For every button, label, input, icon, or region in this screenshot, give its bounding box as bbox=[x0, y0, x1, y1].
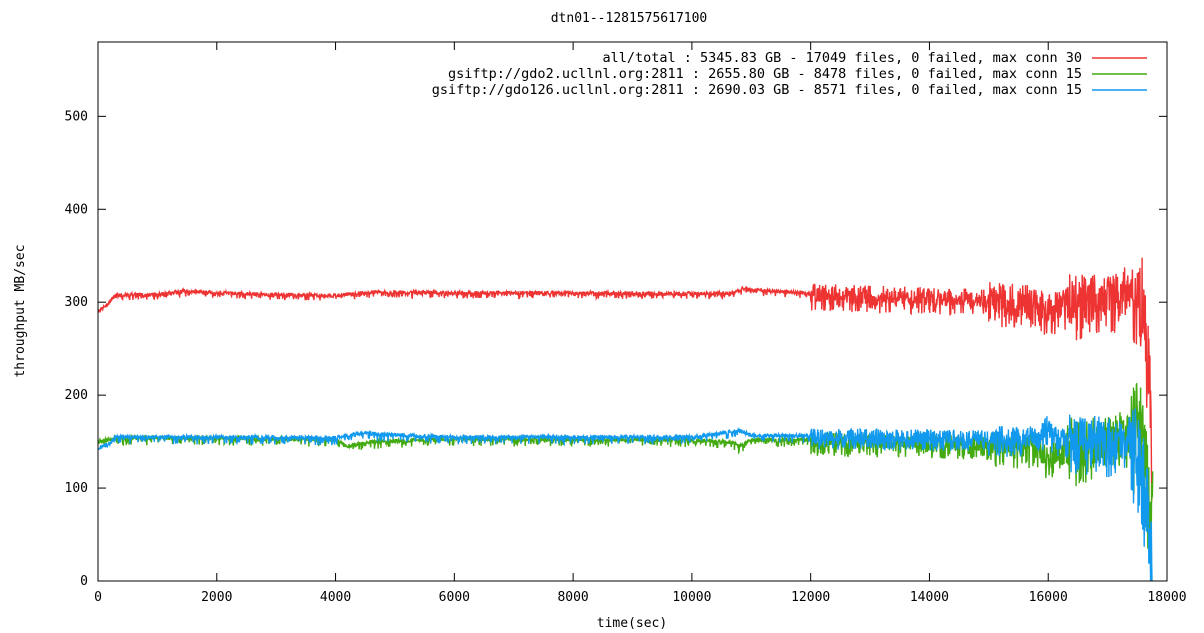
y-tick-label: 400 bbox=[65, 202, 88, 217]
y-tick-label: 0 bbox=[80, 574, 88, 589]
x-tick-label: 2000 bbox=[201, 590, 232, 605]
x-tick-label: 10000 bbox=[672, 590, 711, 605]
y-tick-label: 500 bbox=[65, 109, 88, 124]
x-tick-label: 0 bbox=[94, 590, 102, 605]
y-axis: 0 100 200 300 400 500 bbox=[65, 109, 1167, 589]
x-tick-label: 6000 bbox=[439, 590, 470, 605]
x-tick-label: 16000 bbox=[1029, 590, 1068, 605]
x-tick-label: 18000 bbox=[1147, 590, 1186, 605]
x-tick-label: 8000 bbox=[557, 590, 588, 605]
series-layer bbox=[98, 257, 1154, 581]
y-axis-label: throughput MB/sec bbox=[13, 244, 28, 377]
y-tick-label: 200 bbox=[65, 388, 88, 403]
chart-title: dtn01--1281575617100 bbox=[551, 11, 708, 26]
y-tick-label: 300 bbox=[65, 295, 88, 310]
legend-label-1: gsiftp://gdo2.ucllnl.org:2811 : 2655.80 … bbox=[448, 66, 1082, 82]
x-tick-label: 4000 bbox=[320, 590, 351, 605]
x-axis-label: time(sec) bbox=[597, 616, 667, 631]
legend-label-2: gsiftp://gdo126.ucllnl.org:2811 : 2690.0… bbox=[432, 82, 1082, 98]
series-line-0 bbox=[98, 257, 1153, 502]
x-tick-label: 12000 bbox=[791, 590, 830, 605]
y-tick-label: 100 bbox=[65, 481, 88, 496]
legend-label-0: all/total : 5345.83 GB - 17049 files, 0 … bbox=[602, 50, 1082, 66]
series-line-1 bbox=[98, 383, 1154, 562]
legend: all/total : 5345.83 GB - 17049 files, 0 … bbox=[432, 50, 1147, 98]
x-axis: 0 2000 4000 6000 8000 10000 12000 14000 16000 180… bbox=[94, 42, 1187, 605]
plot-frame bbox=[97, 41, 1168, 582]
series-line-2 bbox=[98, 408, 1153, 581]
x-tick-label: 14000 bbox=[910, 590, 949, 605]
